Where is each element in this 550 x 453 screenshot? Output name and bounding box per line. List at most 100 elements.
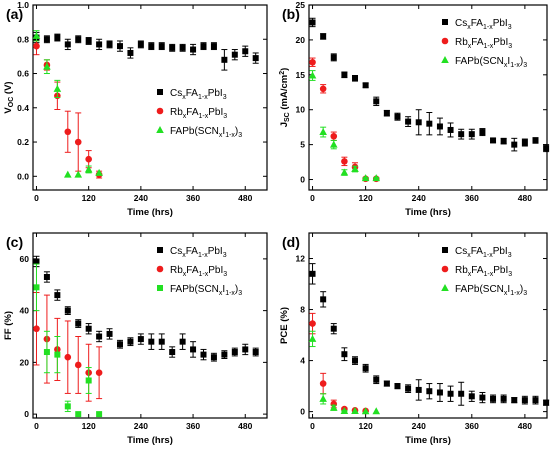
data-point (54, 292, 61, 299)
y-axis-label-end: ) (279, 68, 290, 71)
data-point (405, 385, 412, 392)
data-point (85, 37, 92, 44)
y-axis-label: PCE (%) (279, 307, 290, 344)
data-point (319, 380, 327, 387)
data-point (137, 336, 144, 343)
data-point (340, 168, 349, 176)
data-point (63, 170, 72, 178)
x-tick-label: 480 (518, 193, 532, 203)
data-point (309, 270, 316, 277)
data-point (148, 43, 155, 50)
data-point (148, 338, 155, 345)
y-axis-label-sup: 2 (279, 71, 286, 75)
data-point (43, 273, 50, 280)
data-point (74, 138, 82, 146)
y-tick-label: 20 (296, 35, 306, 45)
data-point (75, 36, 82, 43)
x-axis-label: Time (hrs) (127, 435, 173, 446)
y-axis-label-part: SC (284, 112, 291, 122)
series-2 (308, 70, 381, 182)
legend-marker (157, 247, 163, 253)
data-point (532, 137, 539, 144)
data-point (351, 165, 359, 173)
data-point (252, 349, 259, 356)
x-axis-label: Time (hrs) (127, 207, 173, 218)
data-point (210, 43, 217, 50)
x-tick-label: 240 (134, 193, 148, 203)
y-axis-label: VOC (V) (3, 81, 15, 113)
y-tick-label: 8 (300, 305, 305, 315)
data-point (468, 393, 475, 400)
data-point (85, 377, 92, 384)
data-point (200, 351, 207, 358)
data-point (127, 49, 134, 56)
plot-frame (32, 232, 268, 419)
data-point (490, 395, 497, 402)
data-point (405, 118, 412, 125)
data-point (33, 42, 40, 50)
x-tick-label: 120 (359, 193, 373, 203)
data-point (341, 351, 348, 358)
data-point (436, 389, 443, 396)
series-0 (33, 31, 259, 71)
data-point (158, 338, 165, 345)
series-2 (308, 330, 381, 415)
data-point (436, 123, 443, 130)
series-2 (32, 30, 103, 178)
data-point (85, 155, 92, 163)
data-point (500, 395, 507, 402)
data-point (33, 284, 40, 291)
data-point (394, 113, 401, 120)
panel-b: (b) 0 120 240 360 480 0 5 10 15 20 25 Time (hrs) JSC … (279, 0, 550, 218)
x-tick-label: 0 (34, 421, 39, 431)
data-point (32, 31, 41, 39)
data-point (210, 354, 217, 361)
data-point (308, 334, 317, 342)
y-tick-label: 0 (24, 409, 29, 419)
data-point (74, 361, 82, 369)
data-point (394, 383, 401, 390)
x-tick-label: 240 (412, 193, 426, 203)
data-point (511, 397, 518, 404)
x-tick-label: 360 (186, 193, 200, 203)
data-point (106, 330, 113, 337)
legend-marker (441, 37, 449, 45)
data-point (252, 55, 259, 62)
data-point (447, 126, 454, 133)
data-point (309, 58, 316, 66)
data-point (319, 394, 327, 402)
data-point (179, 44, 186, 51)
data-point (95, 369, 103, 377)
data-point (479, 129, 486, 136)
legend-marker (157, 285, 163, 291)
data-point (127, 338, 134, 345)
data-point (221, 56, 228, 63)
data-point (96, 41, 103, 48)
data-point (372, 174, 381, 182)
data-point (426, 120, 433, 127)
data-point (158, 43, 165, 50)
series-1 (33, 37, 103, 179)
data-point (169, 44, 176, 51)
data-point (458, 390, 465, 397)
x-tick-label: 480 (518, 421, 532, 431)
legend: CsxFA1-xPbI3CsxFA1-xPbI3 RbxFA1-xPbI3RbxF… (156, 88, 242, 139)
y-axis-label-part: V (3, 107, 14, 114)
panel-d: (d) 0 120 240 360 480 0 4 8 12 Time (hrs) PCE (%) Cs… (279, 232, 550, 446)
legend-label: CsxFA1-xPbI3CsxFA1-xPbI3 (170, 246, 227, 259)
data-point (500, 138, 507, 145)
data-point (319, 85, 327, 93)
legend-label: CsxFA1-xPbI3CsxFA1-xPbI3 (455, 18, 512, 31)
y-axis-label: FF (%) (3, 311, 14, 340)
data-point (43, 349, 50, 356)
data-point (54, 34, 61, 41)
legend-label: CsxFA1-xPbI3CsxFA1-xPbI3 (455, 246, 512, 259)
x-tick-label: 120 (82, 421, 96, 431)
data-point (490, 137, 497, 144)
legend: CsxFA1-xPbI3CsxFA1-xPbI3 RbxFA1-xPbI3RbxF… (156, 246, 242, 297)
